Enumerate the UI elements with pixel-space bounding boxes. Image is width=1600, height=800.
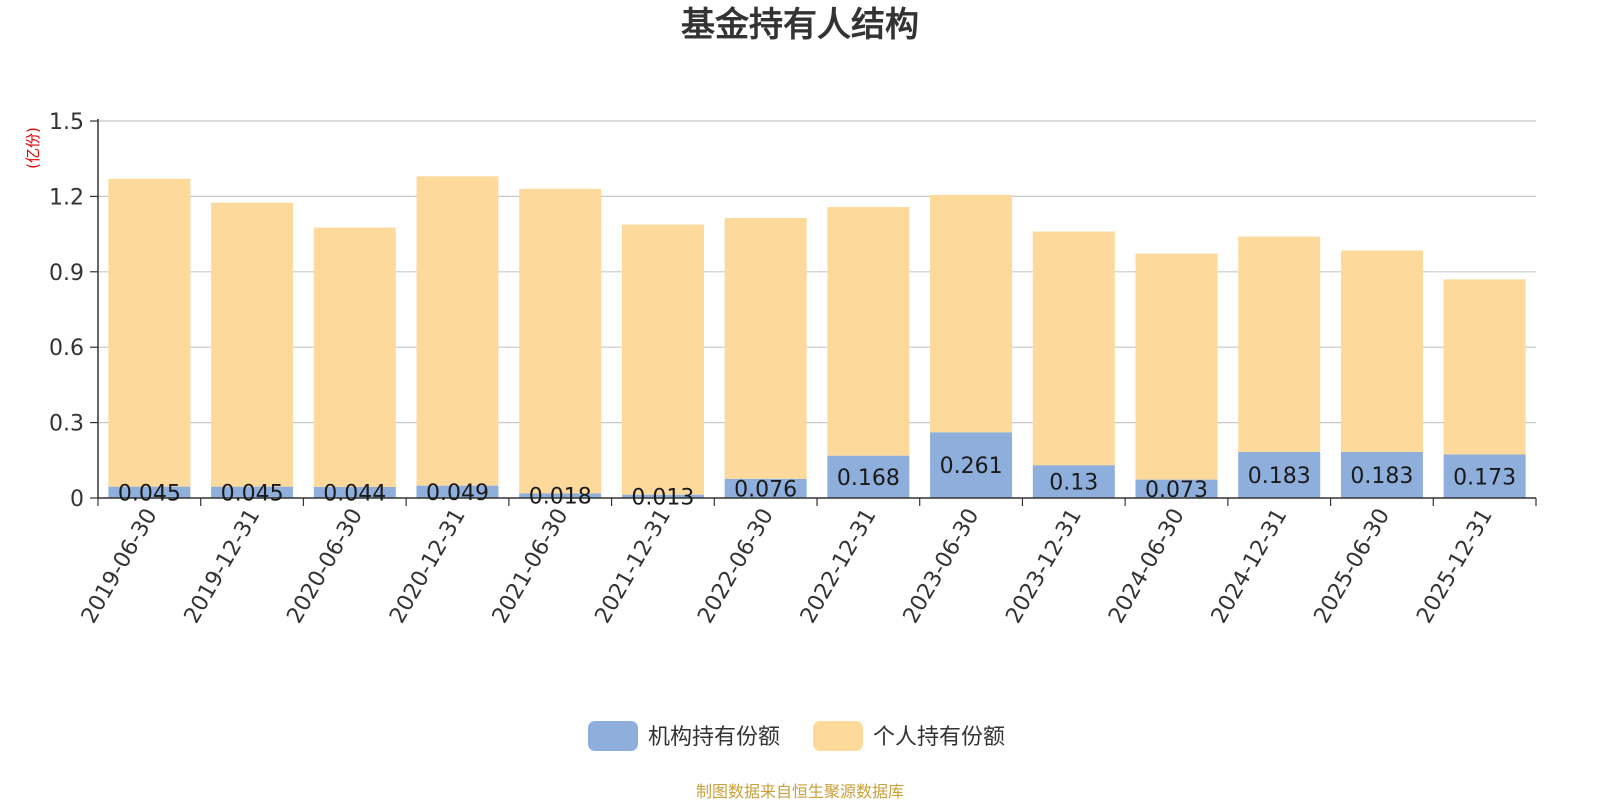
data-label: 0.045 bbox=[118, 481, 181, 506]
y-unit-label: (亿份) bbox=[24, 127, 42, 169]
bar-institutional bbox=[1443, 454, 1526, 498]
bar-individual bbox=[211, 202, 294, 487]
x-tick-label: 2020-06-30 bbox=[282, 505, 368, 628]
gridlines bbox=[98, 120, 1536, 424]
data-label: 0.044 bbox=[323, 481, 386, 506]
bar-institutional bbox=[211, 486, 294, 498]
bar-individual bbox=[724, 218, 807, 479]
chart-title: 基金持有人结构 bbox=[681, 5, 919, 45]
legend: 机构持有份额 个人持有份额 bbox=[588, 721, 1005, 751]
data-label: 0.045 bbox=[221, 481, 284, 506]
legend-label: 机构持有份额 bbox=[648, 725, 780, 750]
bar-individual bbox=[108, 178, 191, 487]
bar-institutional bbox=[519, 493, 602, 498]
y-axis-ticks: 0 0.3 0.6 0.9 1.2 1.5 bbox=[49, 110, 98, 512]
x-tick-label: 2021-06-30 bbox=[488, 505, 574, 628]
data-label: 0.076 bbox=[734, 477, 797, 502]
data-label: 0.173 bbox=[1453, 465, 1516, 490]
bar-individual bbox=[1135, 253, 1218, 480]
data-label: 0.183 bbox=[1248, 464, 1311, 489]
source-note: 制图数据来自恒生聚源数据库 bbox=[696, 782, 904, 800]
x-tick-label: 2019-06-30 bbox=[77, 505, 163, 628]
bar-institutional bbox=[724, 478, 807, 498]
bar-institutional bbox=[930, 432, 1013, 498]
legend-swatch bbox=[813, 721, 863, 751]
data-labels: 0.045 0.045 0.044 0.049 0.018 0.013 0.076 0.168… bbox=[118, 454, 1516, 510]
bar-individual bbox=[313, 227, 396, 487]
bar-institutional bbox=[416, 485, 499, 498]
x-tick-label: 2023-06-30 bbox=[899, 505, 985, 628]
x-tick-label: 2019-12-31 bbox=[180, 505, 266, 628]
bars bbox=[108, 176, 1526, 498]
x-tick-label: 2022-12-31 bbox=[796, 505, 882, 628]
data-label: 0.168 bbox=[837, 466, 900, 491]
bar-individual bbox=[519, 188, 602, 494]
y-tick-label: 1.5 bbox=[49, 110, 84, 135]
data-label: 0.018 bbox=[529, 485, 592, 510]
y-tick-label: 0.9 bbox=[49, 261, 84, 286]
x-tick-label: 2025-12-31 bbox=[1412, 505, 1498, 628]
legend-swatch bbox=[588, 721, 638, 751]
bar-institutional bbox=[1340, 452, 1423, 498]
bar-individual bbox=[1238, 236, 1321, 453]
data-label: 0.261 bbox=[940, 454, 1003, 479]
bar-individual bbox=[621, 224, 704, 495]
data-label: 0.13 bbox=[1049, 471, 1098, 496]
legend-label: 个人持有份额 bbox=[873, 725, 1005, 750]
bar-institutional bbox=[313, 486, 396, 498]
x-tick-label: 2020-12-31 bbox=[385, 505, 471, 628]
x-tick-label: 2023-12-31 bbox=[1001, 505, 1087, 628]
data-label: 0.013 bbox=[631, 485, 694, 510]
bar-individual bbox=[827, 206, 910, 456]
y-tick-label: 0.3 bbox=[49, 412, 84, 437]
bar-institutional bbox=[1135, 479, 1218, 498]
bar-institutional bbox=[108, 486, 191, 498]
y-tick-label: 0.6 bbox=[49, 336, 84, 361]
x-tick-label: 2024-12-31 bbox=[1207, 505, 1293, 628]
bar-individual bbox=[1443, 279, 1526, 455]
data-label: 0.073 bbox=[1145, 478, 1208, 503]
bar-individual bbox=[1032, 231, 1115, 466]
x-tick-label: 2021-12-31 bbox=[591, 505, 677, 628]
bar-individual bbox=[930, 194, 1013, 433]
bar-institutional bbox=[1032, 465, 1115, 498]
x-tick-label: 2025-06-30 bbox=[1310, 505, 1396, 628]
x-tick-label: 2024-06-30 bbox=[1104, 505, 1190, 628]
y-tick-label: 0 bbox=[70, 487, 84, 512]
y-tick-label: 1.2 bbox=[49, 185, 84, 210]
x-tick-label: 2022-06-30 bbox=[693, 505, 779, 628]
data-label: 0.183 bbox=[1350, 464, 1413, 489]
bar-institutional bbox=[1238, 452, 1321, 498]
x-axis-ticks: 2019-06-30 2019-12-31 2020-06-30 2020-12-31… bbox=[77, 498, 1537, 628]
bar-individual bbox=[416, 176, 499, 486]
bar-institutional bbox=[827, 455, 910, 498]
bar-institutional bbox=[621, 494, 704, 498]
data-label: 0.049 bbox=[426, 481, 489, 506]
bar-individual bbox=[1340, 250, 1423, 453]
axes bbox=[97, 119, 1536, 499]
